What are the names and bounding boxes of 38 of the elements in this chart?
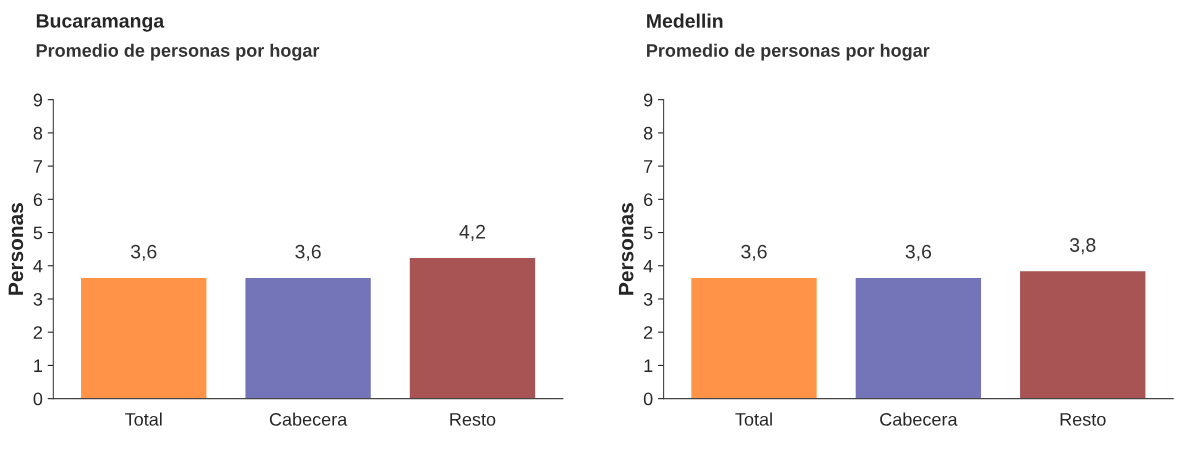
y-tick-label: 7 bbox=[33, 160, 42, 173]
y-tick-label: 4 bbox=[33, 259, 43, 273]
y-tick-label: 6 bbox=[33, 193, 43, 207]
y-tick-label: 2 bbox=[644, 326, 653, 339]
y-tick-label: 0 bbox=[33, 392, 43, 406]
y-tick-label: 2 bbox=[33, 326, 42, 339]
y-tick-label: 4 bbox=[643, 259, 653, 273]
y-tick-label: 5 bbox=[33, 226, 43, 240]
chart-title: Bucaramanga bbox=[36, 14, 165, 32]
y-tick-label: 1 bbox=[34, 359, 43, 372]
y-tick-label: 8 bbox=[643, 126, 653, 140]
chart-subtitle: Promedio de personas por hogar bbox=[36, 43, 320, 61]
data-label: 4,2 bbox=[459, 224, 486, 241]
x-tick-label: Total bbox=[735, 412, 772, 426]
y-tick-label: 3 bbox=[33, 292, 43, 306]
chart-subtitle: Promedio de personas por hogar bbox=[647, 43, 930, 61]
data-label: 3,6 bbox=[295, 244, 321, 261]
y-tick-label: 1 bbox=[644, 359, 653, 372]
x-tick-label: Resto bbox=[450, 413, 496, 426]
data-label: 3,8 bbox=[1069, 238, 1096, 255]
x-tick-label: Cabecera bbox=[880, 412, 958, 426]
x-tick-label: Resto bbox=[1060, 413, 1106, 426]
y-tick-label: 6 bbox=[644, 193, 653, 207]
y-tick-label: 9 bbox=[643, 93, 653, 107]
data-label: 3,6 bbox=[905, 244, 932, 261]
data-label: 3,6 bbox=[130, 244, 157, 261]
y-axis-title: Personas bbox=[8, 203, 24, 295]
x-tick-label: Total bbox=[125, 412, 162, 426]
y-tick-label: 3 bbox=[643, 292, 653, 306]
y-tick-label: 0 bbox=[643, 392, 653, 406]
data-label: 3,6 bbox=[741, 244, 767, 261]
y-tick-label: 5 bbox=[643, 226, 653, 240]
chart-title: Medellin bbox=[647, 13, 723, 28]
y-tick-label: 8 bbox=[33, 126, 43, 140]
x-tick-label: Cabecera bbox=[269, 412, 348, 426]
y-tick-label: 9 bbox=[33, 93, 43, 107]
y-axis-title: Personas bbox=[618, 203, 634, 295]
y-tick-label: 7 bbox=[644, 160, 653, 173]
